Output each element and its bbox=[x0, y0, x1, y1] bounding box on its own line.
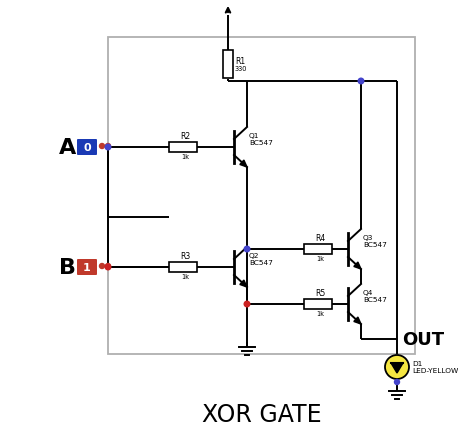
Polygon shape bbox=[391, 363, 403, 373]
Circle shape bbox=[394, 380, 400, 385]
Bar bbox=[304, 244, 332, 254]
Text: 1k: 1k bbox=[316, 310, 324, 316]
Text: Q3
BC547: Q3 BC547 bbox=[363, 234, 387, 247]
Circle shape bbox=[244, 247, 250, 252]
Circle shape bbox=[358, 79, 364, 85]
Text: 1k: 1k bbox=[316, 255, 324, 261]
Text: R5: R5 bbox=[315, 288, 325, 297]
Text: 0: 0 bbox=[83, 143, 91, 153]
Circle shape bbox=[105, 265, 111, 270]
Bar bbox=[169, 262, 197, 272]
Text: XOR GATE: XOR GATE bbox=[202, 402, 321, 426]
Text: R2: R2 bbox=[180, 132, 190, 141]
Circle shape bbox=[385, 355, 409, 379]
Text: 1k: 1k bbox=[181, 154, 189, 159]
Text: Q2
BC547: Q2 BC547 bbox=[249, 252, 273, 265]
Circle shape bbox=[105, 145, 111, 151]
Text: R1: R1 bbox=[235, 57, 245, 65]
FancyBboxPatch shape bbox=[77, 140, 97, 155]
Polygon shape bbox=[354, 317, 361, 324]
Circle shape bbox=[244, 301, 250, 307]
Circle shape bbox=[100, 264, 104, 269]
Text: R3: R3 bbox=[180, 251, 190, 261]
Text: 1k: 1k bbox=[181, 273, 189, 279]
Bar bbox=[108, 38, 415, 354]
Bar bbox=[223, 51, 233, 79]
Bar bbox=[304, 299, 332, 309]
Bar bbox=[169, 143, 197, 153]
Circle shape bbox=[106, 264, 110, 269]
Text: 1: 1 bbox=[83, 262, 91, 272]
Text: R4: R4 bbox=[315, 233, 325, 243]
Polygon shape bbox=[354, 262, 361, 269]
FancyBboxPatch shape bbox=[77, 259, 97, 276]
Text: +5v: +5v bbox=[219, 0, 237, 2]
Polygon shape bbox=[240, 161, 247, 168]
Circle shape bbox=[106, 144, 110, 149]
Text: OUT: OUT bbox=[402, 330, 444, 348]
Polygon shape bbox=[240, 280, 247, 287]
Text: B: B bbox=[60, 258, 76, 277]
Text: Q4
BC547: Q4 BC547 bbox=[363, 290, 387, 302]
Text: D1
LED-YELLOW: D1 LED-YELLOW bbox=[412, 360, 458, 374]
Text: 330: 330 bbox=[235, 66, 247, 72]
Circle shape bbox=[100, 144, 104, 149]
Text: A: A bbox=[59, 138, 77, 158]
Text: Q1
BC547: Q1 BC547 bbox=[249, 133, 273, 146]
